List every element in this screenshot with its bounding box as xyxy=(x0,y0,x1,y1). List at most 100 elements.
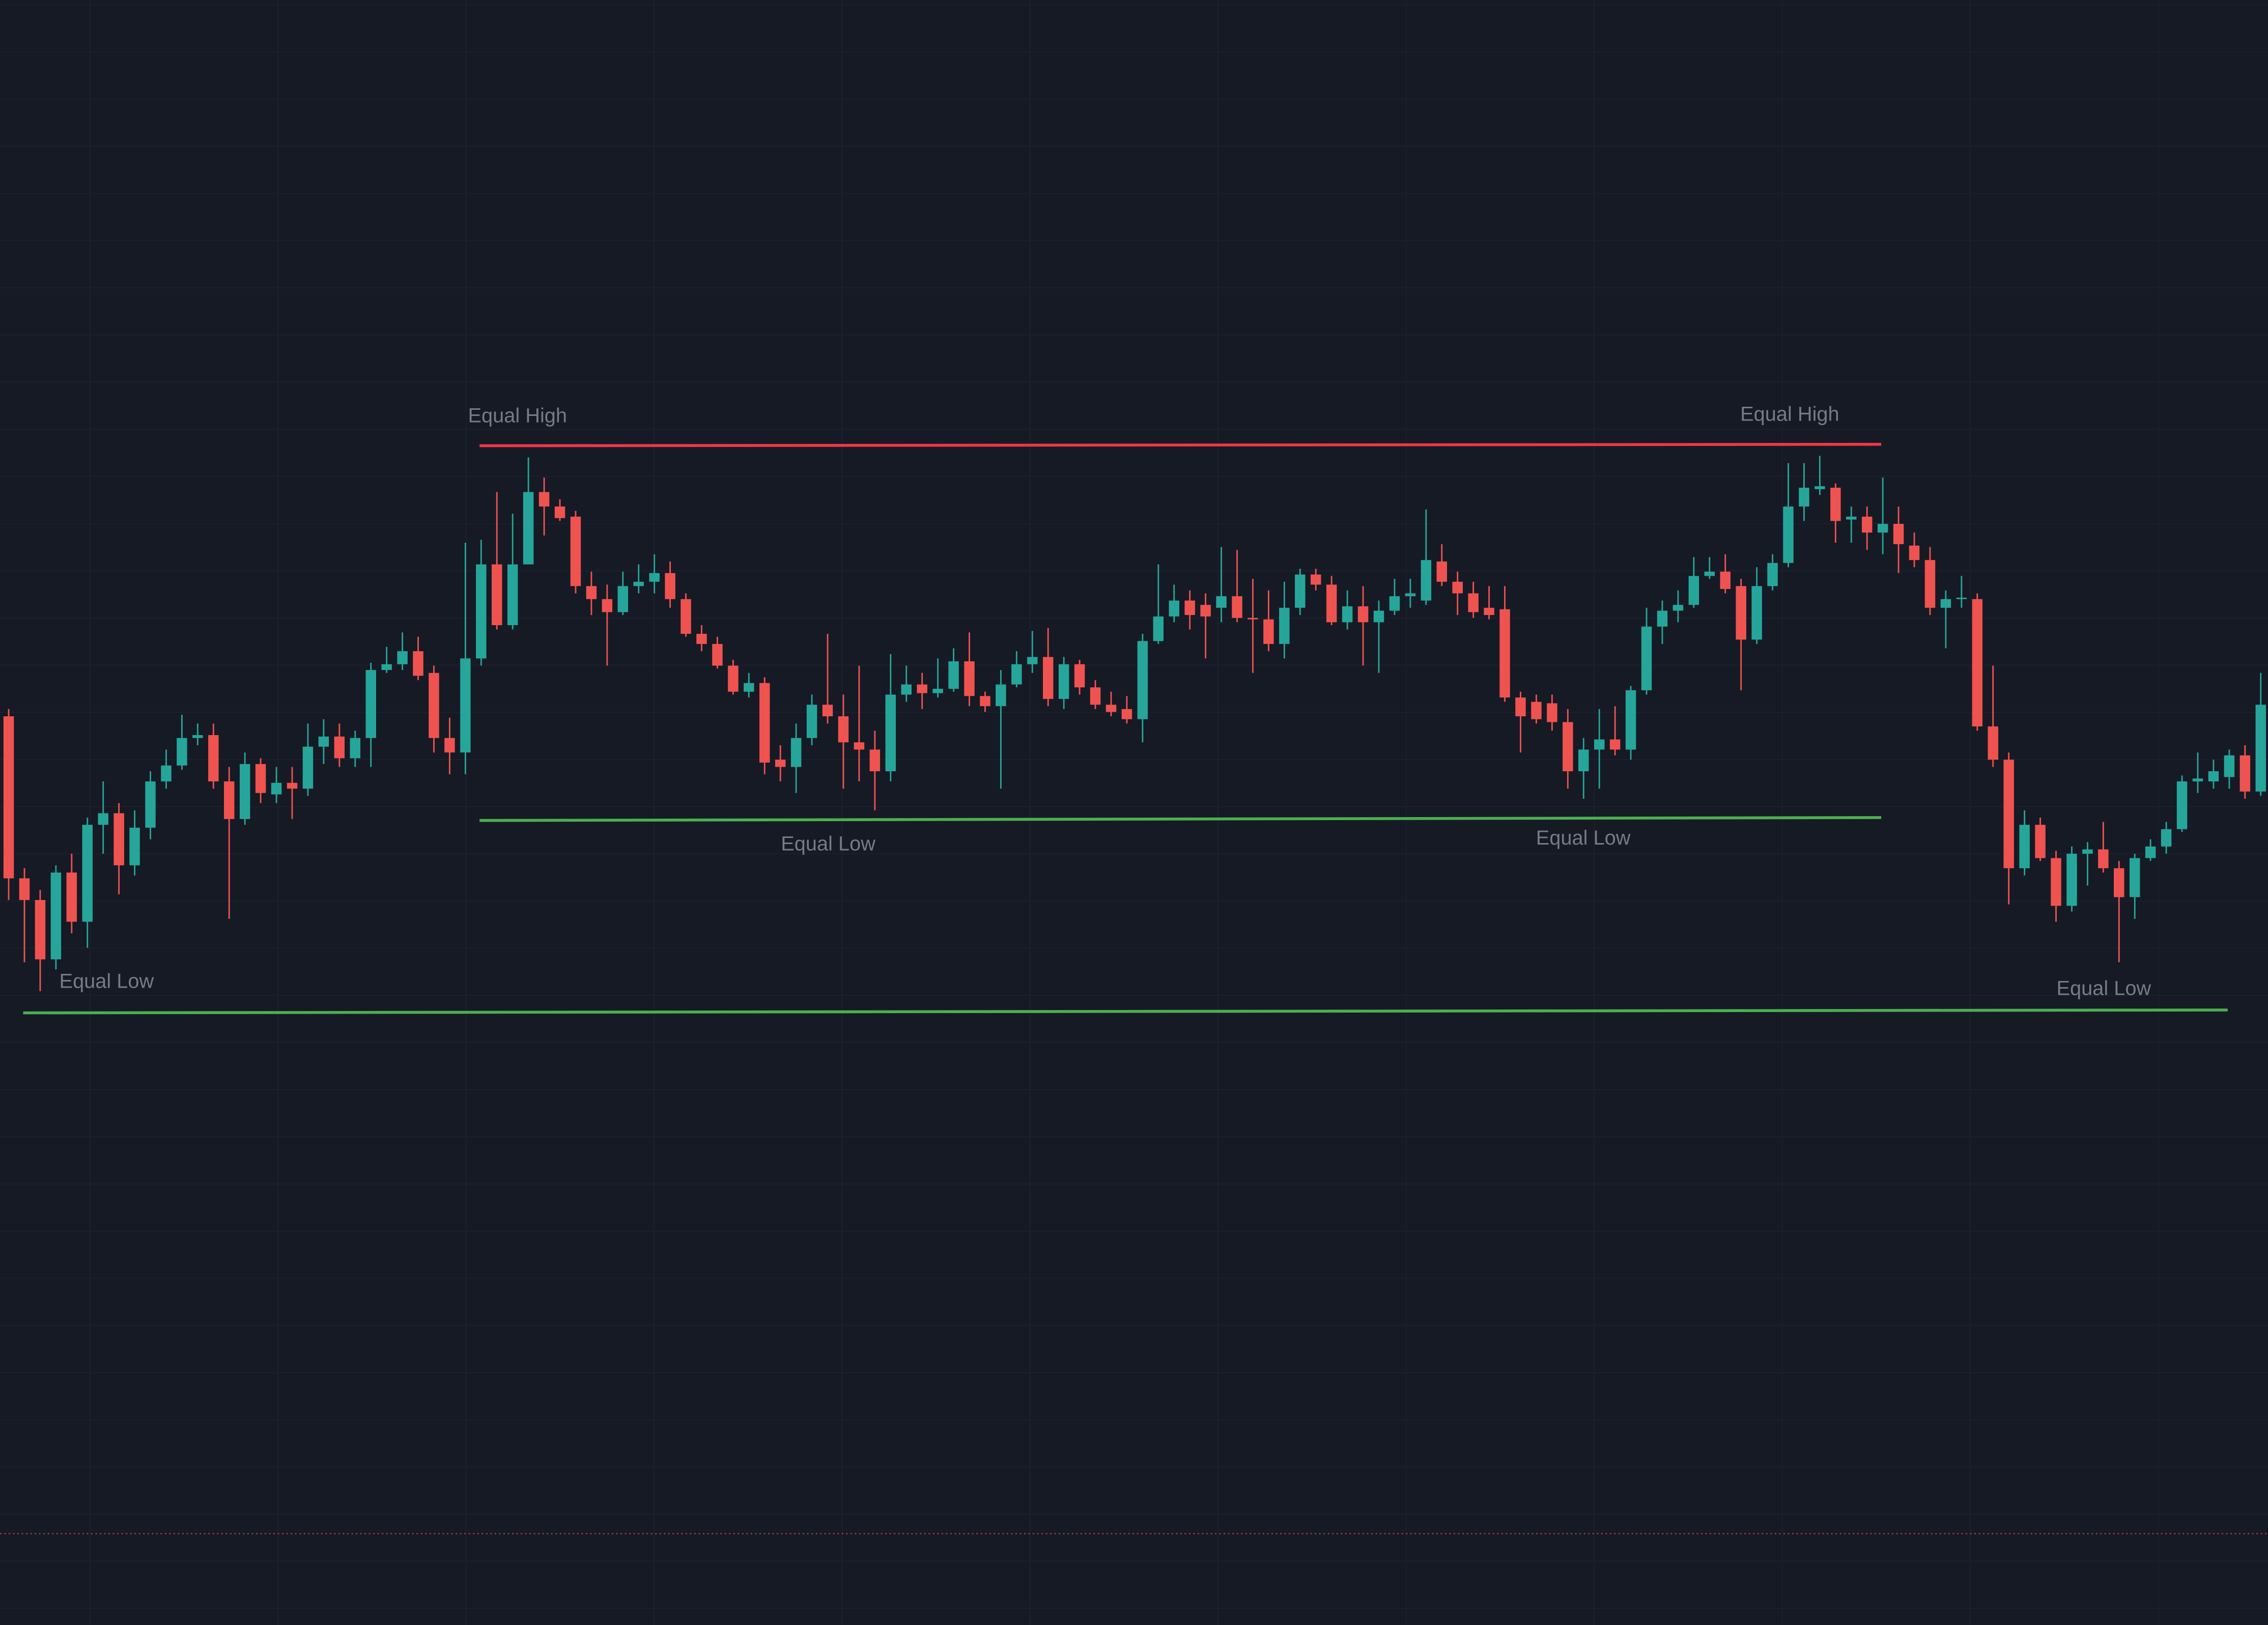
candle-body xyxy=(19,878,30,900)
candle-body xyxy=(1342,606,1353,623)
candle-body xyxy=(82,825,93,922)
candle-body xyxy=(1011,664,1022,685)
candle-body xyxy=(2003,760,2014,868)
candle-body xyxy=(1956,597,1967,599)
candle-body xyxy=(1799,488,1809,507)
candle-body xyxy=(287,782,298,789)
candle-body xyxy=(932,689,943,693)
candle-body xyxy=(35,900,46,960)
candle-body xyxy=(239,764,250,819)
candle-body xyxy=(1405,593,1416,597)
candle-body xyxy=(696,634,707,644)
candle-body xyxy=(665,573,675,599)
candle-body xyxy=(1751,586,1762,640)
candle-body xyxy=(2145,846,2156,858)
candle-body xyxy=(1641,626,1652,690)
candle-body xyxy=(255,764,266,793)
candle-body xyxy=(1248,618,1258,620)
candle-body xyxy=(3,716,14,879)
candle-body xyxy=(1311,574,1321,585)
candle-body xyxy=(996,684,1006,707)
candle-body xyxy=(2192,778,2203,781)
candle-body xyxy=(1263,619,1274,644)
candle-body xyxy=(350,738,361,759)
candle-body xyxy=(2255,705,2266,792)
candle-body xyxy=(980,696,990,707)
candle-body xyxy=(1815,486,1825,489)
candle-body xyxy=(177,738,187,766)
candle-body xyxy=(854,742,865,750)
candle-body xyxy=(1720,571,1731,589)
candle-body xyxy=(523,492,534,565)
candle-body xyxy=(1672,605,1684,611)
candle-body xyxy=(1468,593,1479,612)
candle-body xyxy=(570,516,581,586)
candle-body xyxy=(602,599,613,612)
candle-body xyxy=(1909,545,1920,561)
candle-body xyxy=(712,643,723,666)
candle-body xyxy=(1484,607,1494,615)
candle-body xyxy=(1972,599,1983,726)
candle-body xyxy=(1216,596,1227,608)
candle-body xyxy=(1027,657,1038,664)
candle-body xyxy=(1326,584,1337,623)
candle-body xyxy=(885,694,896,772)
candle-body xyxy=(1373,610,1384,623)
candle-body xyxy=(633,581,644,586)
candle-body xyxy=(444,738,455,753)
candle-body xyxy=(1169,600,1179,617)
candle-body xyxy=(66,872,77,922)
candle-body xyxy=(586,586,597,599)
candle-body xyxy=(476,564,487,659)
candle-body xyxy=(334,736,345,759)
candle-body xyxy=(1846,516,1857,520)
candle-body xyxy=(1436,561,1448,582)
candle-body xyxy=(145,781,156,828)
candle-body xyxy=(365,670,376,738)
candle-body xyxy=(1609,739,1621,750)
candle-body xyxy=(1090,687,1101,705)
candle-body xyxy=(1594,739,1605,750)
candle-body xyxy=(460,658,471,753)
candle-body xyxy=(1421,560,1432,601)
candle-body xyxy=(507,564,518,625)
candle-body xyxy=(2239,755,2251,792)
candle-body xyxy=(1295,574,1306,608)
candle-body xyxy=(1924,560,1936,608)
candle-body xyxy=(964,661,975,696)
candle-body xyxy=(1074,664,1085,688)
candle-body xyxy=(1893,524,1904,544)
candle-body xyxy=(1563,722,1573,772)
candle-body xyxy=(318,736,329,747)
candle-body xyxy=(1184,600,1195,615)
level-line xyxy=(23,1008,2228,1015)
level-line xyxy=(479,816,1882,822)
level-line xyxy=(479,442,1882,447)
candle-body xyxy=(790,738,802,767)
candle-body xyxy=(397,651,408,664)
candle-body xyxy=(1499,609,1510,698)
candle-body xyxy=(1704,571,1715,576)
level-label: Equal High xyxy=(468,404,567,427)
candle-body xyxy=(2082,849,2093,854)
candle-body xyxy=(1736,586,1746,640)
candle-body xyxy=(1578,749,1589,772)
level-label: Equal Low xyxy=(1536,827,1631,849)
candle-body xyxy=(948,661,959,689)
candle-body xyxy=(806,705,817,738)
candle-body xyxy=(2208,771,2219,781)
candle-body xyxy=(271,782,282,795)
candle-body xyxy=(554,506,565,518)
candle-body xyxy=(1547,703,1557,722)
candle-body xyxy=(2035,825,2046,858)
candle-body xyxy=(1200,605,1211,617)
candle-body xyxy=(98,813,108,825)
candle-body xyxy=(775,760,786,767)
candle-body xyxy=(617,586,629,612)
candle-body xyxy=(1988,726,1998,760)
candle-body xyxy=(1042,657,1054,699)
candle-body xyxy=(1058,664,1069,699)
